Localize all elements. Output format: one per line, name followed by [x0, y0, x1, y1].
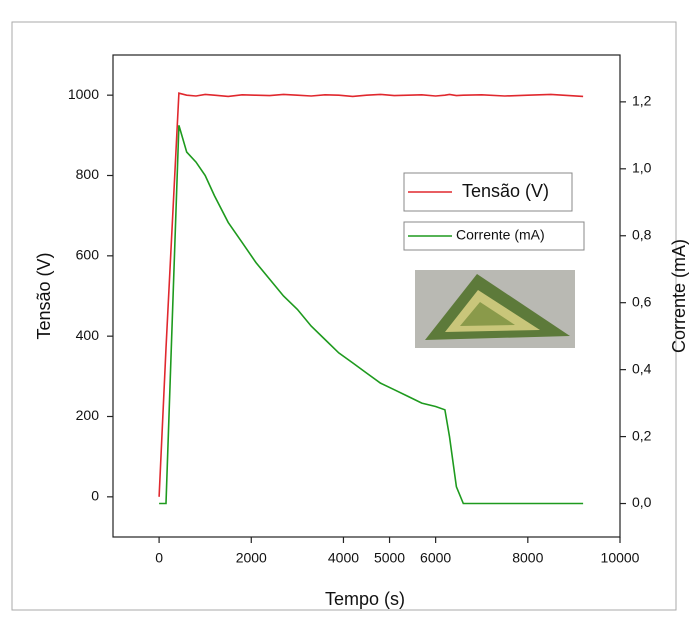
y-tick-label: 200 [76, 407, 100, 423]
y2-tick-label: 0,4 [632, 360, 652, 376]
y-tick-label: 800 [76, 166, 100, 182]
series-line [158, 92, 584, 497]
y2-tick-label: 1,0 [632, 160, 652, 176]
x-tick-label: 5000 [374, 550, 405, 566]
outer-frame [11, 21, 677, 611]
legend-label: Tensão (V) [462, 181, 549, 201]
plot-frame [112, 54, 621, 538]
y2-axis-title: Corrente (mA) [669, 239, 689, 353]
legend-box [403, 221, 585, 251]
x-tick-label: 2000 [236, 550, 267, 566]
inset-photo [415, 270, 575, 348]
y-tick-label: 600 [76, 247, 100, 263]
y-axis-title: Tensão (V) [34, 252, 54, 339]
y-tick-label: 400 [76, 327, 100, 343]
series-line [159, 125, 584, 505]
x-tick-label: 4000 [328, 550, 359, 566]
legend-label: Corrente (mA) [456, 227, 545, 243]
x-tick-label: 8000 [512, 550, 543, 566]
y2-tick-label: 0,8 [632, 226, 652, 242]
y2-tick-label: 0,6 [632, 293, 652, 309]
x-tick-label: 10000 [601, 550, 640, 566]
x-tick-label: 6000 [420, 550, 451, 566]
y2-tick-label: 1,2 [632, 93, 652, 109]
y2-tick-label: 0,2 [632, 427, 652, 443]
y2-tick-label: 0,0 [632, 494, 652, 510]
y-tick-label: 1000 [68, 86, 99, 102]
x-tick-label: 0 [155, 550, 163, 566]
x-axis-title: Tempo (s) [325, 589, 405, 609]
y-tick-label: 0 [91, 488, 99, 504]
